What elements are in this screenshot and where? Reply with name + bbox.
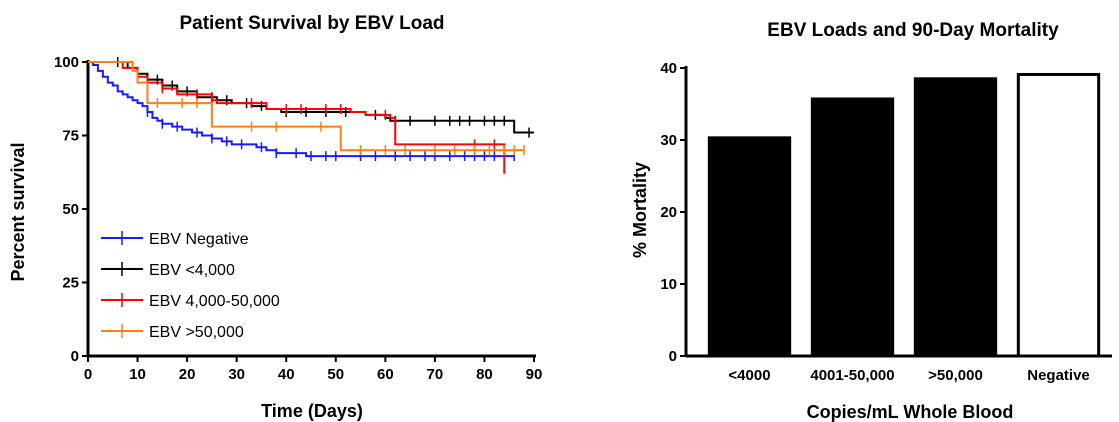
mortality-y-tick-label: 10 (660, 276, 677, 293)
mortality-category-label: Negative (1027, 367, 1090, 384)
survival-legend: EBV Negative EBV <4,000 EBV 4,000-50,000 EB… (101, 231, 280, 341)
survival-x-tick-label: 30 (228, 366, 245, 383)
legend-entry-3: EBV >50,000 (101, 324, 244, 341)
survival-x-tick-label: 70 (427, 366, 444, 383)
survival-y-tick-label: 75 (62, 128, 79, 145)
mortality-category-label: >50,000 (928, 367, 983, 384)
survival-x-tick-label: 50 (327, 366, 344, 383)
legend-label: EBV 4,000-50,000 (149, 293, 280, 310)
survival-axes: 0 10 20 30 40 50 60 70 80 90 0 25 50 75 100 (54, 54, 542, 383)
survival-x-tick-label: 10 (129, 366, 146, 383)
legend-entry-0: EBV Negative (101, 231, 249, 248)
mortality-y-tick-label: 0 (669, 348, 677, 365)
survival-series-1 (88, 57, 534, 138)
survival-x-tick-label: 0 (84, 366, 92, 383)
survival-chart-title: Patient Survival by EBV Load (179, 13, 444, 34)
survival-x-axis-label: Time (Days) (261, 401, 363, 421)
survival-series-3 (88, 61, 525, 156)
survival-curve (88, 61, 534, 134)
survival-x-tick-label: 40 (278, 366, 295, 383)
mortality-bar (1016, 72, 1101, 358)
legend-label: EBV <4,000 (149, 262, 235, 279)
survival-y-tick-label: 100 (54, 54, 79, 71)
mortality-x-axis-label: Copies/mL Whole Blood (807, 402, 1014, 422)
mortality-y-tick-label: 40 (660, 60, 677, 77)
mortality-category-label: <4000 (728, 367, 770, 384)
survival-y-axis-label: Percent survival (8, 142, 28, 281)
mortality-y-axis-label: % Mortality (630, 162, 650, 258)
survival-series-0 (88, 61, 515, 162)
mortality-bar (810, 97, 895, 358)
mortality-bar (707, 136, 792, 358)
legend-entry-1: EBV <4,000 (101, 262, 235, 279)
survival-x-tick-label: 80 (476, 366, 493, 383)
mortality-bar (913, 77, 998, 358)
survival-y-tick-label: 25 (62, 275, 79, 292)
legend-label: EBV >50,000 (149, 324, 244, 341)
legend-entry-2: EBV 4,000-50,000 (101, 293, 280, 310)
survival-y-tick-label: 50 (62, 201, 79, 218)
mortality-y-tick-label: 20 (660, 204, 677, 221)
mortality-y-tick-label: 30 (660, 132, 677, 149)
mortality-chart-title: EBV Loads and 90-Day Mortality (767, 20, 1059, 41)
survival-x-tick-label: 60 (377, 366, 394, 383)
legend-label: EBV Negative (149, 231, 249, 248)
survival-chart: Patient Survival by EBV Load Time (Days)… (8, 13, 542, 421)
mortality-category-label: 4001-50,000 (810, 367, 894, 384)
survival-curve (88, 61, 525, 152)
survival-y-tick-label: 0 (71, 348, 79, 365)
survival-series (88, 57, 534, 174)
survival-x-tick-label: 20 (179, 366, 196, 383)
mortality-chart: EBV Loads and 90-Day Mortality Copies/mL… (630, 20, 1112, 422)
mortality-bars: <4000 4001-50,000 >50,000 Negative (707, 72, 1101, 384)
survival-x-tick-label: 90 (526, 366, 543, 383)
